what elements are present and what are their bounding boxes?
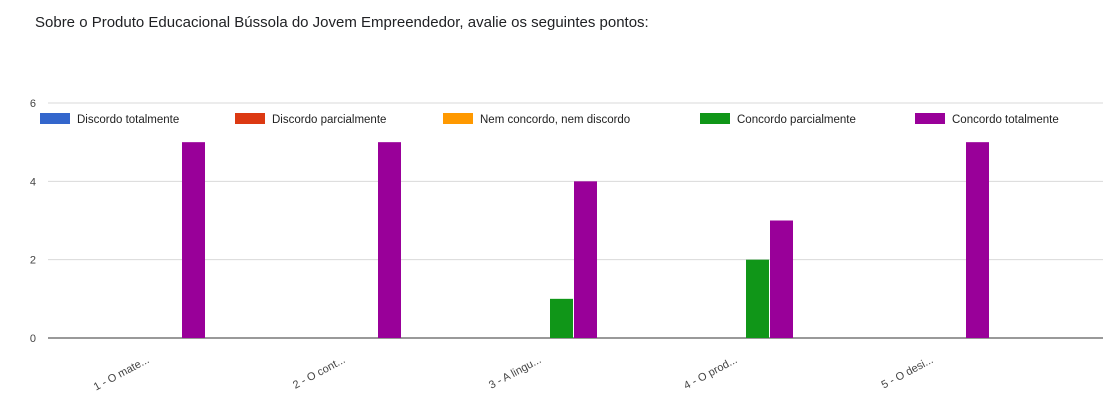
legend-swatch bbox=[915, 113, 945, 124]
legend-swatch bbox=[235, 113, 265, 124]
bars bbox=[182, 142, 989, 338]
bar bbox=[966, 142, 989, 338]
y-tick-label: 0 bbox=[30, 333, 36, 345]
bar bbox=[770, 220, 793, 338]
legend-label: Discordo totalmente bbox=[77, 114, 179, 126]
y-axis-ticks: 0 2 4 6 bbox=[30, 98, 36, 345]
x-tick-label: 5 - O desi... bbox=[880, 354, 936, 391]
legend-label: Concordo totalmente bbox=[952, 114, 1059, 126]
x-tick-label: 2 - O cont... bbox=[291, 354, 347, 392]
y-tick-label: 2 bbox=[30, 255, 36, 267]
legend-label: Discordo parcialmente bbox=[272, 114, 386, 126]
bar bbox=[550, 298, 573, 338]
x-tick-label: 3 - A lingu... bbox=[487, 354, 543, 392]
x-tick-label: 1 - O mate... bbox=[92, 354, 152, 393]
x-tick-label: 4 - O prod... bbox=[682, 354, 739, 392]
chart-title: Sobre o Produto Educacional Bússola do J… bbox=[35, 14, 649, 31]
legend-swatch bbox=[443, 113, 473, 124]
bar bbox=[378, 142, 401, 338]
legend-swatch bbox=[700, 113, 730, 124]
legend-label: Concordo parcialmente bbox=[737, 114, 856, 126]
bar bbox=[746, 259, 769, 338]
y-tick-label: 6 bbox=[30, 98, 36, 110]
bar bbox=[182, 142, 205, 338]
x-axis-ticks: 1 - O mate... 2 - O cont... 3 - A lingu...… bbox=[92, 354, 936, 393]
y-tick-label: 4 bbox=[30, 176, 36, 188]
bar bbox=[574, 181, 597, 338]
legend-label: Nem concordo, nem discordo bbox=[480, 114, 630, 126]
legend-swatch bbox=[40, 113, 70, 124]
legend: Discordo totalmente Discordo parcialmente… bbox=[40, 113, 1059, 126]
